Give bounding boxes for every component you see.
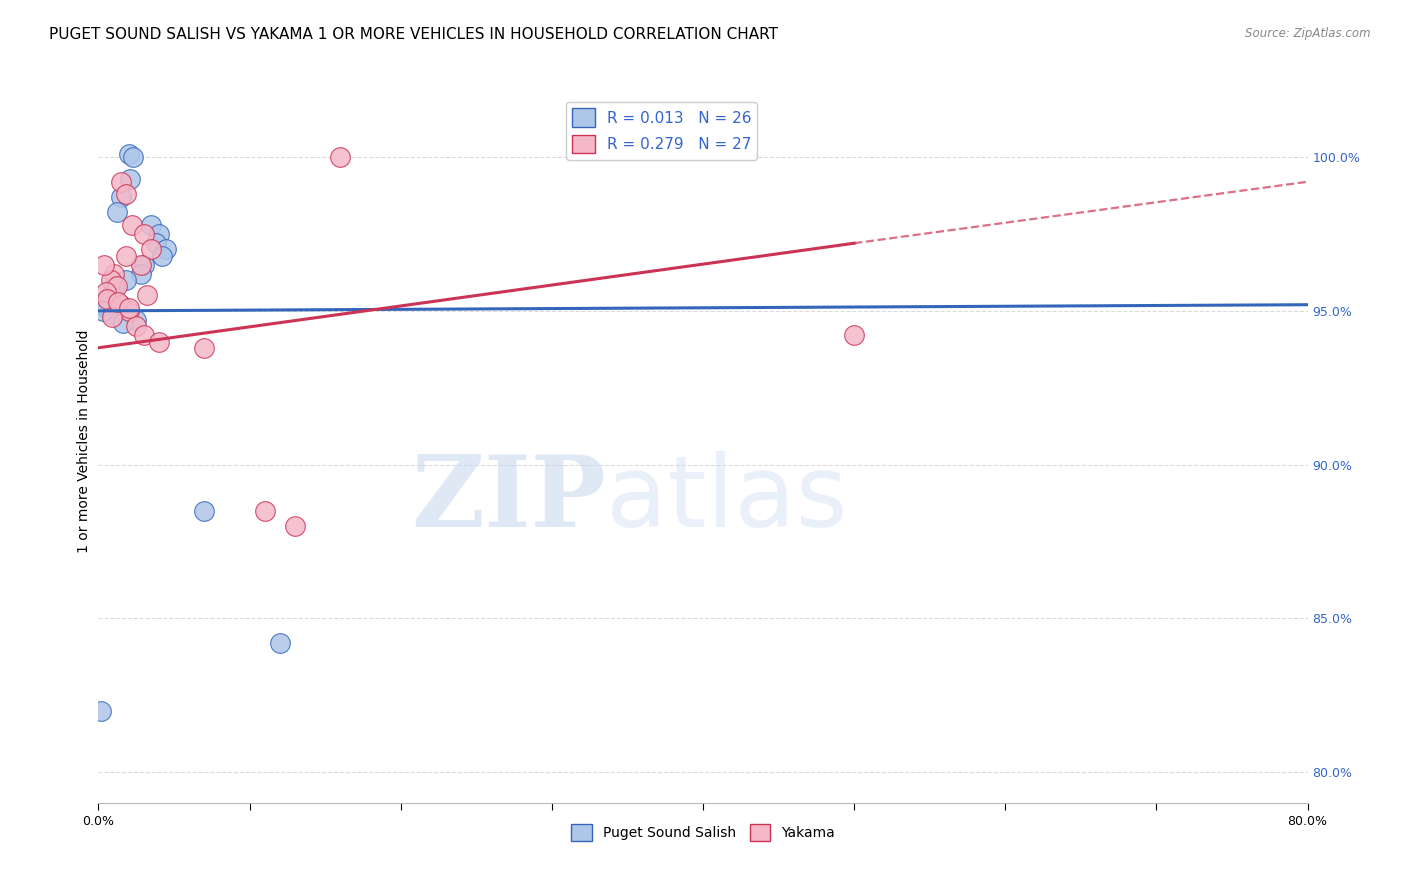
Point bbox=[269, 636, 291, 650]
Point bbox=[148, 334, 170, 349]
Point bbox=[155, 243, 177, 257]
Point bbox=[121, 218, 143, 232]
Point bbox=[94, 285, 117, 300]
Point bbox=[129, 267, 152, 281]
Point bbox=[284, 519, 307, 533]
Point bbox=[118, 304, 141, 318]
Point bbox=[141, 218, 163, 232]
Point bbox=[100, 273, 122, 287]
Point bbox=[110, 190, 132, 204]
Point bbox=[94, 301, 117, 315]
Point bbox=[120, 171, 142, 186]
Point bbox=[132, 258, 155, 272]
Point bbox=[193, 341, 215, 355]
Point bbox=[150, 248, 173, 262]
Point bbox=[93, 298, 115, 312]
Point bbox=[125, 313, 148, 327]
Point bbox=[111, 316, 134, 330]
Point bbox=[193, 504, 215, 518]
Point bbox=[103, 267, 125, 281]
Point bbox=[114, 187, 136, 202]
Y-axis label: 1 or more Vehicles in Household: 1 or more Vehicles in Household bbox=[77, 330, 91, 553]
Point bbox=[135, 288, 157, 302]
Point bbox=[90, 704, 112, 718]
Point bbox=[101, 307, 124, 321]
Text: Source: ZipAtlas.com: Source: ZipAtlas.com bbox=[1246, 27, 1371, 40]
Point bbox=[93, 258, 115, 272]
Point bbox=[100, 288, 122, 302]
Point bbox=[148, 227, 170, 241]
Point bbox=[101, 310, 124, 324]
Point bbox=[125, 319, 148, 334]
Text: ZIP: ZIP bbox=[412, 450, 606, 548]
Point bbox=[129, 258, 152, 272]
Point bbox=[132, 328, 155, 343]
Legend: Puget Sound Salish, Yakama: Puget Sound Salish, Yakama bbox=[565, 818, 841, 847]
Point bbox=[110, 175, 132, 189]
Point bbox=[253, 504, 276, 518]
Point bbox=[114, 248, 136, 262]
Text: PUGET SOUND SALISH VS YAKAMA 1 OR MORE VEHICLES IN HOUSEHOLD CORRELATION CHART: PUGET SOUND SALISH VS YAKAMA 1 OR MORE V… bbox=[49, 27, 778, 42]
Point bbox=[132, 227, 155, 241]
Point bbox=[107, 304, 129, 318]
Point bbox=[145, 236, 167, 251]
Point bbox=[118, 301, 141, 315]
Point bbox=[105, 279, 128, 293]
Point bbox=[118, 147, 141, 161]
Point bbox=[96, 294, 118, 309]
Point bbox=[110, 298, 132, 312]
Point bbox=[107, 294, 129, 309]
Point bbox=[114, 273, 136, 287]
Point bbox=[122, 150, 145, 164]
Point bbox=[91, 304, 114, 318]
Point bbox=[96, 292, 118, 306]
Point bbox=[329, 150, 352, 164]
Point bbox=[844, 328, 866, 343]
Point bbox=[103, 279, 125, 293]
Point bbox=[141, 243, 163, 257]
Point bbox=[105, 205, 128, 219]
Text: atlas: atlas bbox=[606, 450, 848, 548]
